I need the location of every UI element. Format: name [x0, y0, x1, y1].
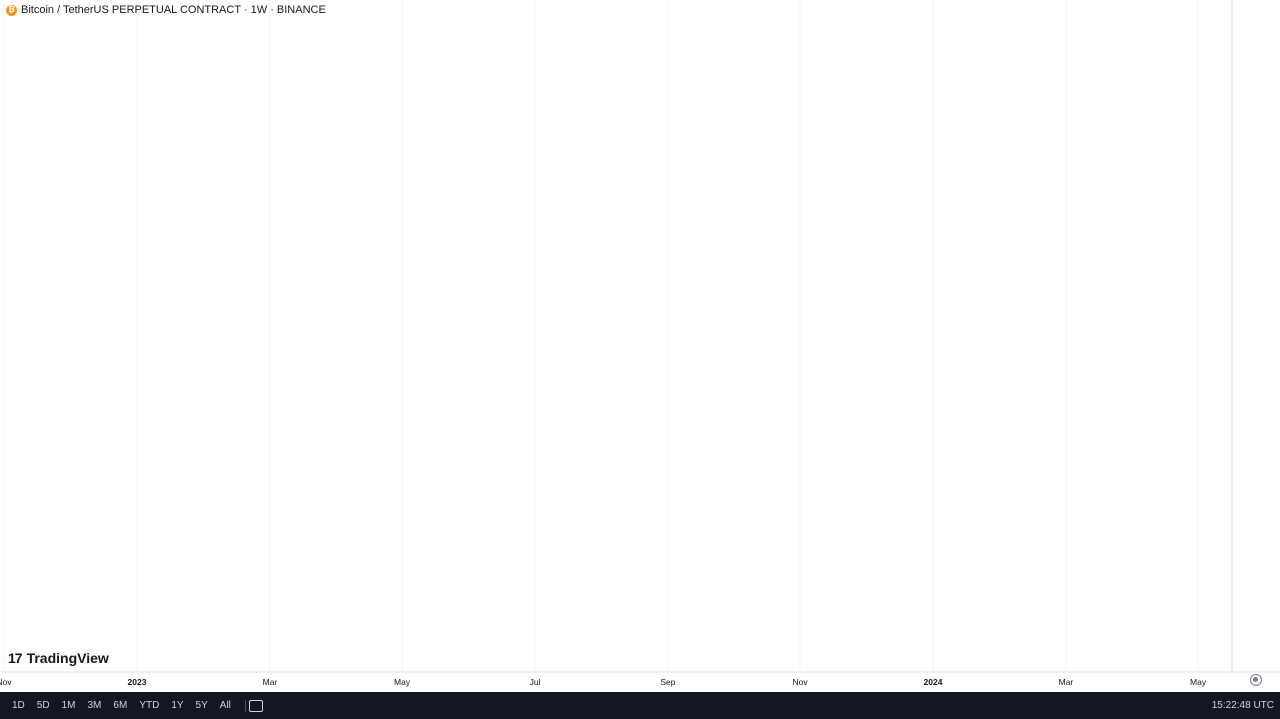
timeframe-button-3m[interactable]: 3M	[87, 700, 102, 711]
time-axis-tick-label: 2024	[924, 677, 943, 687]
time-axis-tick-label: Nov	[793, 677, 809, 687]
bitcoin-icon: ₿	[6, 4, 17, 16]
tradingview-mark-icon: 17	[8, 650, 23, 666]
time-axis-tick-label: 2023	[128, 677, 147, 687]
symbol-title[interactable]: Bitcoin / TetherUS PERPETUAL CONTRACT · …	[21, 4, 326, 16]
timeframe-button-1d[interactable]: 1D	[12, 700, 25, 711]
timeframe-button-1y[interactable]: 1Y	[171, 700, 184, 711]
time-axis-tick-label: May	[394, 677, 411, 687]
timeframe-button-5d[interactable]: 5D	[36, 700, 50, 711]
symbol-header: ₿ Bitcoin / TetherUS PERPETUAL CONTRACT …	[6, 4, 326, 16]
utc-clock[interactable]: 15:22:48 UTC	[1211, 700, 1274, 711]
chart-settings-icon[interactable]	[1250, 674, 1262, 686]
time-axis-tick-label: Mar	[263, 677, 278, 687]
timeframe-button-all[interactable]: All	[219, 700, 231, 711]
time-axis-tick-label: Nov	[0, 677, 12, 687]
tradingview-logo[interactable]: 17 TradingView	[8, 650, 109, 666]
timeframe-button-ytd[interactable]: YTD	[139, 700, 160, 711]
time-axis-tick-label: Jul	[530, 677, 541, 687]
calendar-icon[interactable]	[244, 699, 263, 712]
timeframe-button-1m[interactable]: 1M	[61, 700, 76, 711]
time-axis-tick-label: May	[1190, 677, 1207, 687]
time-axis-tick-label: Mar	[1059, 677, 1074, 687]
bottom-toolbar: 1D 5D 1M 3M 6M YTD 1Y 5Y All 15:22:48 UT…	[0, 692, 1280, 719]
timeframe-button-6m[interactable]: 6M	[113, 700, 128, 711]
tradingview-wordmark: TradingView	[26, 650, 109, 666]
timeframe-button-5y[interactable]: 5Y	[195, 700, 208, 711]
time-axis-tick-label: Sep	[660, 677, 675, 687]
